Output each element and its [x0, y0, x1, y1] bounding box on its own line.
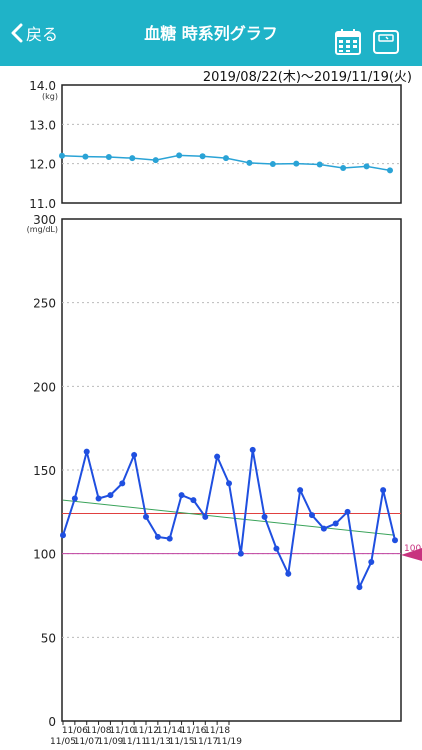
glucose-line — [62, 449, 396, 591]
weight-point — [246, 159, 253, 166]
glucose-ytick-label: 300 — [33, 213, 56, 227]
back-button[interactable]: 戻る — [10, 18, 58, 48]
weight-unit-label: (kg) — [42, 92, 58, 101]
app-header: 戻る 血糖 時系列グラフ — [0, 0, 422, 66]
threshold-marker: 100 — [401, 544, 422, 561]
x-tick-label: 11/13 — [145, 737, 171, 747]
weight-point — [129, 155, 136, 162]
glucose-point — [119, 480, 126, 487]
glucose-point — [332, 520, 339, 527]
weight-point — [152, 157, 159, 164]
glucose-point — [309, 512, 315, 519]
glucose-point — [143, 513, 149, 520]
x-tick-label: 11/15 — [169, 737, 195, 747]
weight-point — [269, 161, 276, 168]
weight-ytick-label: 13.0 — [29, 118, 56, 132]
glucose-point — [214, 453, 221, 460]
weight-point — [176, 152, 183, 159]
weight-point — [293, 160, 300, 167]
back-label: 戻る — [26, 25, 59, 44]
glucose-ytick-label: 0 — [48, 715, 56, 729]
x-tick-label: 11/12 — [133, 726, 159, 736]
x-tick-label: 11/05 — [50, 737, 76, 747]
x-tick-label: 11/14 — [157, 726, 183, 736]
glucose-point — [368, 559, 375, 566]
weight-chart-frame — [61, 84, 402, 204]
x-tick-label: 11/09 — [97, 737, 123, 747]
glucose-unit-label: (mg/dL) — [27, 225, 58, 234]
weight-ytick-label: 12.0 — [29, 158, 56, 172]
glucose-point — [178, 492, 185, 499]
glucose-point — [83, 448, 90, 455]
weight-point — [59, 152, 65, 159]
calendar-icon[interactable] — [334, 28, 362, 56]
weight-point — [387, 167, 393, 174]
weight-point — [223, 155, 229, 162]
x-tick-label: 11/07 — [74, 737, 100, 747]
x-tick-label: 11/11 — [121, 737, 147, 747]
x-tick-label: 11/16 — [180, 726, 206, 736]
x-tick-label: 11/06 — [62, 726, 88, 736]
chevron-left-icon — [11, 23, 23, 43]
weight-ytick-label: 11.0 — [29, 197, 56, 211]
x-tick-label: 11/10 — [109, 726, 135, 736]
glucose-ytick-label: 100 — [33, 548, 56, 562]
glucose-point — [60, 532, 66, 539]
threshold-marker-label: 100 — [404, 544, 421, 554]
glucose-point — [107, 492, 114, 499]
glucose-point — [226, 480, 232, 487]
x-tick-label: 11/19 — [216, 737, 242, 747]
glucose-point — [356, 584, 363, 591]
glucose-ytick-label: 50 — [41, 631, 56, 645]
weight-point — [316, 161, 323, 168]
glucose-point — [297, 487, 304, 494]
glucose-point — [249, 446, 256, 453]
glucose-point — [71, 495, 78, 502]
trend-line — [62, 499, 396, 536]
glucose-point — [273, 545, 280, 552]
glucose-point — [320, 525, 327, 532]
weight-point — [82, 153, 89, 160]
glucose-point — [261, 513, 268, 520]
glucose-point — [202, 513, 209, 520]
glucose-point — [285, 570, 292, 577]
x-tick-label: 11/08 — [86, 726, 112, 736]
glucose-point — [95, 495, 102, 502]
weight-point — [105, 153, 112, 160]
date-range: 2019/08/22(木)〜2019/11/19(火) — [202, 70, 412, 85]
x-tick-label: 11/18 — [204, 726, 230, 736]
glucose-ytick-label: 200 — [33, 380, 56, 394]
weight-point — [340, 164, 347, 171]
weight-ytick-label: 14.0 — [29, 79, 56, 93]
glucose-point — [190, 497, 197, 504]
chart-area: (kg) 11.0 12.0 13.0 14.0 (mg/dL) 0 50 100 150 2… — [27, 79, 422, 747]
glucose-point — [344, 508, 351, 515]
weight-point — [363, 163, 370, 170]
glucose-point — [392, 537, 398, 544]
x-tick-label: 11/17 — [192, 737, 218, 747]
glucose-point — [166, 535, 173, 542]
glucose-ytick-label: 250 — [33, 297, 56, 311]
weight-scale-icon[interactable] — [372, 28, 400, 56]
glucose-point — [131, 451, 138, 458]
glucose-point — [380, 487, 387, 494]
glucose-point — [154, 533, 161, 540]
weight-point — [199, 153, 206, 160]
glucose-ytick-label: 150 — [33, 464, 56, 478]
glucose-point — [237, 550, 244, 557]
